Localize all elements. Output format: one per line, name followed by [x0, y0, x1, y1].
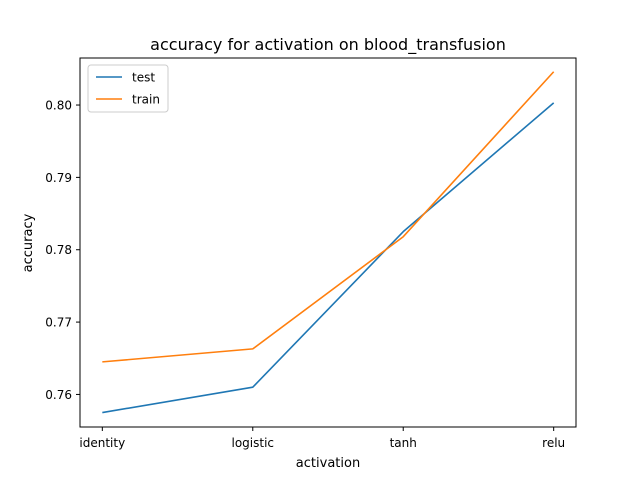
plot-area	[102, 71, 555, 414]
series-line-train	[102, 71, 555, 363]
y-axis-ticks: 0.76 0.77 0.78 0.79 0.80	[45, 99, 80, 402]
legend: test train	[87, 64, 169, 113]
legend-label-test: test	[132, 71, 155, 85]
axes-frame	[79, 57, 577, 428]
x-tick-label: identity	[79, 436, 125, 450]
x-axis-ticks: identity logistic tanh relu	[79, 427, 565, 450]
y-tick-label: 0.80	[45, 99, 72, 113]
y-tick-label: 0.76	[45, 388, 72, 402]
x-tick-label: tanh	[390, 436, 417, 450]
x-tick-label: logistic	[232, 436, 275, 450]
x-tick-label: relu	[542, 436, 565, 450]
y-tick-label: 0.79	[45, 171, 72, 185]
y-tick-label: 0.77	[45, 316, 72, 330]
series-line-test	[102, 102, 555, 414]
legend-label-train: train	[132, 93, 160, 107]
y-axis-label: accuracy	[21, 213, 36, 272]
x-axis-label: activation	[296, 456, 360, 471]
chart-title: accuracy for activation on blood_transfu…	[150, 35, 506, 55]
y-tick-label: 0.78	[45, 243, 72, 257]
